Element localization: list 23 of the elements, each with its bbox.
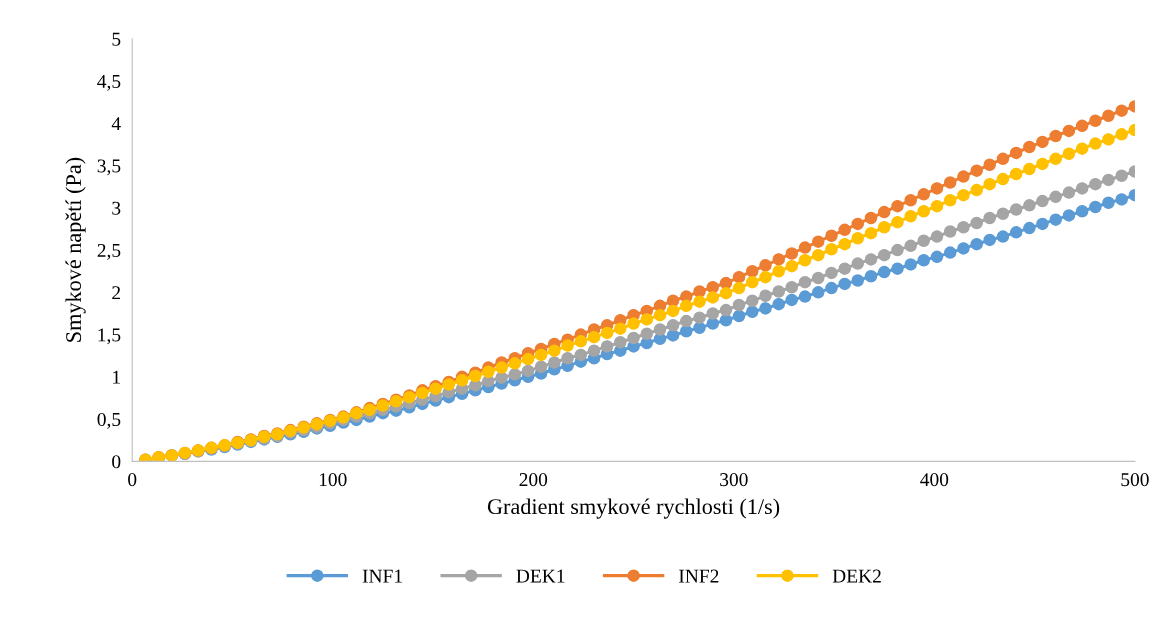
- y-tick-label: 1: [113, 370, 120, 384]
- y-tick-label: 5: [112, 32, 121, 46]
- x-tick-label: 100: [319, 473, 347, 487]
- y-tick-label: 3,5: [97, 159, 121, 176]
- x-tick-label: 200: [519, 473, 548, 487]
- x-tick-label: 400: [920, 473, 949, 487]
- legend-label: INF1: [362, 569, 402, 583]
- y-tick-label: 4: [111, 117, 121, 131]
- y-tick-label: 3: [112, 201, 121, 215]
- y-axis-title: Smykové napětí (Pa): [65, 157, 86, 342]
- x-tick-label: 300: [720, 473, 748, 487]
- x-axis-title: Gradient smykové rychlosti (1/s): [487, 498, 780, 519]
- y-tick-label: 2: [112, 286, 121, 300]
- y-tick-label: 1,5: [98, 328, 121, 345]
- y-tick-label: 2,5: [97, 243, 121, 260]
- legend-label: DEK2: [832, 569, 881, 583]
- x-tick-label: 500: [1121, 473, 1149, 487]
- x-tick-label: 0: [128, 473, 137, 487]
- legend-label: DEK1: [516, 569, 565, 583]
- y-tick-label: 0,5: [97, 412, 121, 429]
- legend-label: INF2: [679, 569, 719, 583]
- y-tick-label: 4,5: [97, 75, 121, 91]
- y-tick-label: 0: [112, 455, 121, 469]
